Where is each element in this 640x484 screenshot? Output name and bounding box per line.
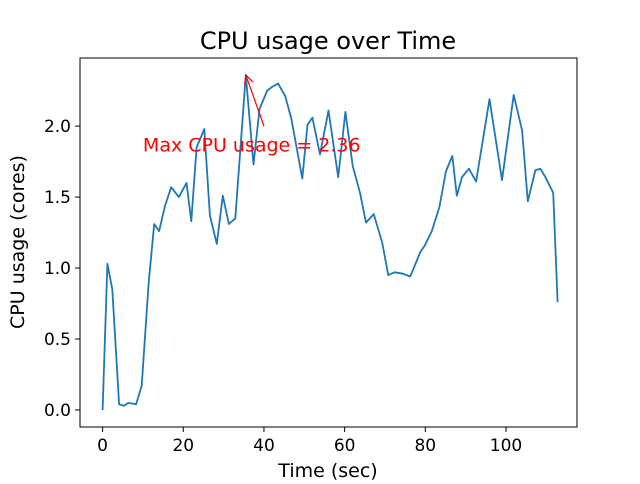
y-tick-label: 2.0 xyxy=(44,117,71,137)
plot-frame xyxy=(79,57,578,428)
x-tick-label: 40 xyxy=(253,436,275,456)
x-tick-label: 0 xyxy=(97,436,108,456)
annotation-label: Max CPU usage = 2.36 xyxy=(143,135,361,157)
x-tick-label: 80 xyxy=(414,436,436,456)
y-tick-label: 0.5 xyxy=(44,330,71,350)
x-tick-label: 60 xyxy=(334,436,356,456)
x-axis-label: Time (sec) xyxy=(277,460,377,480)
x-tick-label: 100 xyxy=(490,436,522,456)
y-tick-label: 0.0 xyxy=(44,401,71,421)
y-axis-label: CPU usage (cores) xyxy=(7,155,29,329)
annotation-arrow xyxy=(245,74,265,127)
y-tick-label: 1.5 xyxy=(44,188,71,208)
chart-title: CPU usage over Time xyxy=(200,27,456,55)
x-tick-label: 20 xyxy=(172,436,194,456)
y-tick-label: 1.0 xyxy=(44,259,71,279)
cpu-usage-line xyxy=(101,74,559,411)
annotation-arrowhead xyxy=(244,73,254,86)
